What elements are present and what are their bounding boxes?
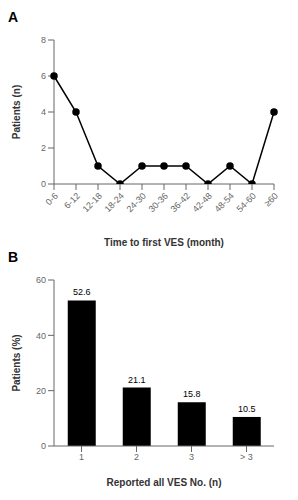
svg-text:6: 6 <box>41 71 46 81</box>
svg-text:54-60: 54-60 <box>235 191 258 214</box>
svg-text:10.5: 10.5 <box>238 404 256 414</box>
svg-text:3: 3 <box>189 452 194 462</box>
html-text:A: A <box>8 9 19 25</box>
svg-text:36-42: 36-42 <box>169 191 192 214</box>
svg-text:40: 40 <box>36 331 46 341</box>
svg-text:30-36: 30-36 <box>147 191 170 214</box>
svg-text:42-48: 42-48 <box>191 191 214 214</box>
svg-text:60: 60 <box>36 275 46 285</box>
svg-text:15.8: 15.8 <box>183 389 201 399</box>
svg-text:Time to first VES (month): Time to first VES (month) <box>104 237 224 248</box>
svg-text:4: 4 <box>41 107 46 117</box>
svg-text:1: 1 <box>79 452 84 462</box>
svg-text:Reported all VES No. (n): Reported all VES No. (n) <box>106 477 221 488</box>
svg-text:48-54: 48-54 <box>213 191 236 214</box>
svg-text:21.1: 21.1 <box>128 375 146 385</box>
html-text:B: B <box>8 249 19 265</box>
svg-text:0: 0 <box>41 441 46 451</box>
svg-text:20: 20 <box>36 386 46 396</box>
svg-text:18-24: 18-24 <box>103 191 126 214</box>
svg-text:≥60: ≥60 <box>262 191 280 209</box>
svg-text:2: 2 <box>134 452 139 462</box>
svg-text:24-30: 24-30 <box>125 191 148 214</box>
svg-text:> 3: > 3 <box>240 452 253 462</box>
svg-text:2: 2 <box>41 143 46 153</box>
svg-text:Patients (n): Patients (n) <box>11 85 22 139</box>
svg-text:52.6: 52.6 <box>73 287 91 297</box>
svg-text:8: 8 <box>41 35 46 45</box>
svg-text:Patients (%): Patients (%) <box>11 334 22 391</box>
svg-text:12-18: 12-18 <box>81 191 104 214</box>
svg-text:0: 0 <box>41 179 46 189</box>
svg-text:0-6: 0-6 <box>44 191 60 207</box>
svg-text:6-12: 6-12 <box>62 191 82 211</box>
